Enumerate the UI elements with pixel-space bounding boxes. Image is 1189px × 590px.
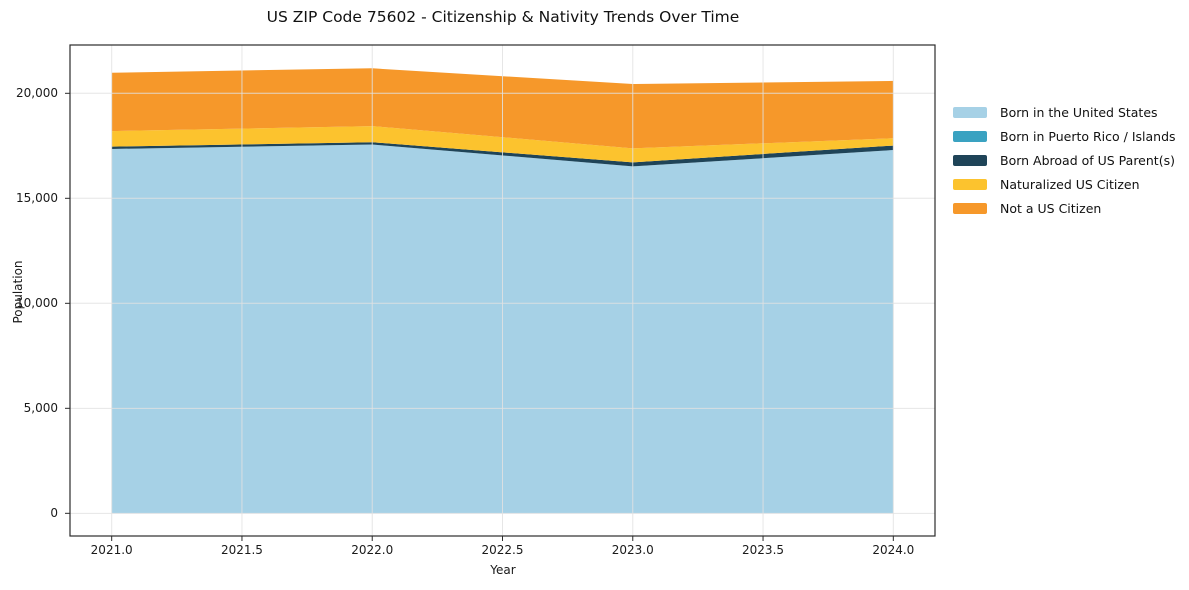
- legend-item: Naturalized US Citizen: [953, 172, 1176, 196]
- y-tick-label: 20,000: [16, 86, 58, 101]
- legend-label: Naturalized US Citizen: [1000, 176, 1140, 192]
- x-tick-label: 2021.5: [220, 543, 263, 557]
- x-tick-label: 2024.0: [872, 543, 915, 557]
- legend-label: Born in the United States: [1000, 104, 1158, 120]
- y-tick-label: 5,000: [23, 401, 58, 416]
- legend-label: Not a US Citizen: [1000, 200, 1102, 216]
- y-tick-label: 0: [50, 506, 58, 521]
- y-tick-label: 15,000: [16, 191, 58, 206]
- legend-label: Born in Puerto Rico / Islands: [1000, 128, 1176, 144]
- legend-item: Not a US Citizen: [953, 196, 1176, 220]
- chart-title: US ZIP Code 75602 - Citizenship & Nativi…: [266, 8, 740, 26]
- legend-item: Born in Puerto Rico / Islands: [953, 124, 1176, 148]
- x-tick-label: 2021.0: [90, 543, 133, 557]
- legend-item: Born in the United States: [953, 100, 1176, 124]
- x-tick-label: 2022.0: [351, 543, 394, 557]
- legend-swatch-not-citizen: [953, 202, 987, 214]
- legend-label: Born Abroad of US Parent(s): [1000, 152, 1175, 168]
- y-axis-label: Population: [11, 260, 25, 324]
- legend-swatch-born-pr-islands: [953, 130, 987, 142]
- x-axis-label: Year: [490, 563, 516, 577]
- legend-item: Born Abroad of US Parent(s): [953, 148, 1176, 172]
- x-tick-label: 2022.5: [481, 543, 524, 557]
- legend-swatch-born-in-us: [953, 106, 987, 118]
- legend-swatch-born-abroad: [953, 154, 987, 166]
- legend: Born in the United States Born in Puerto…: [953, 100, 1176, 220]
- legend-swatch-naturalized: [953, 178, 987, 190]
- y-tick-label: 10,000: [16, 296, 58, 311]
- x-tick-label: 2023.0: [611, 543, 654, 557]
- x-tick-label: 2023.5: [742, 543, 785, 557]
